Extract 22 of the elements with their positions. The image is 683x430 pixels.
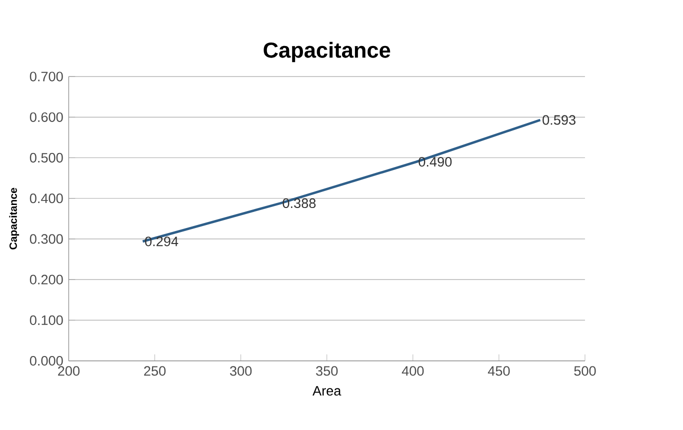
y-tick-label: 0.500 (30, 153, 63, 163)
y-tick-label: 0.400 (30, 194, 63, 204)
x-tick-label: 300 (230, 366, 252, 376)
y-tick-label: 0.000 (30, 356, 63, 366)
x-tick-label: 350 (316, 366, 338, 376)
data-label: 0.593 (542, 115, 576, 126)
y-tick-label: 0.700 (30, 72, 63, 82)
y-axis-title: Capacitance (9, 188, 20, 250)
data-label: 0.388 (282, 198, 316, 208)
x-tick-label: 200 (58, 366, 80, 376)
x-axis-title: Area (312, 386, 342, 396)
x-tick-label: 250 (144, 366, 166, 376)
chart-title: Capacitance (264, 42, 390, 62)
y-tick-label: 0.600 (30, 112, 63, 122)
x-tick-label: 450 (488, 366, 510, 376)
y-tick-label: 0.300 (30, 234, 63, 244)
data-label: 0.294 (145, 236, 178, 246)
x-tick-label: 400 (402, 366, 424, 376)
y-tick-label: 0.100 (30, 316, 63, 326)
y-tick-label: 0.200 (30, 274, 63, 285)
data-label: 0.490 (418, 157, 452, 167)
x-tick-label: 500 (574, 366, 596, 376)
